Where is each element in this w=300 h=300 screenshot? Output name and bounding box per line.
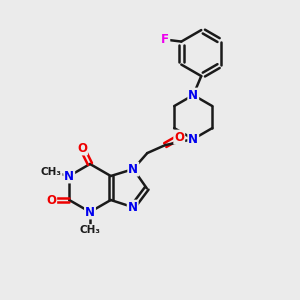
Text: CH₃: CH₃ [41, 167, 62, 177]
Text: O: O [174, 130, 184, 144]
Text: O: O [46, 194, 56, 206]
Text: N: N [64, 169, 74, 182]
Text: O: O [77, 142, 87, 154]
Text: N: N [128, 201, 138, 214]
Text: N: N [128, 163, 138, 176]
Text: N: N [188, 133, 198, 146]
Text: N: N [85, 206, 95, 218]
Text: CH₃: CH₃ [80, 225, 100, 235]
Text: F: F [161, 33, 169, 46]
Text: N: N [188, 88, 198, 102]
